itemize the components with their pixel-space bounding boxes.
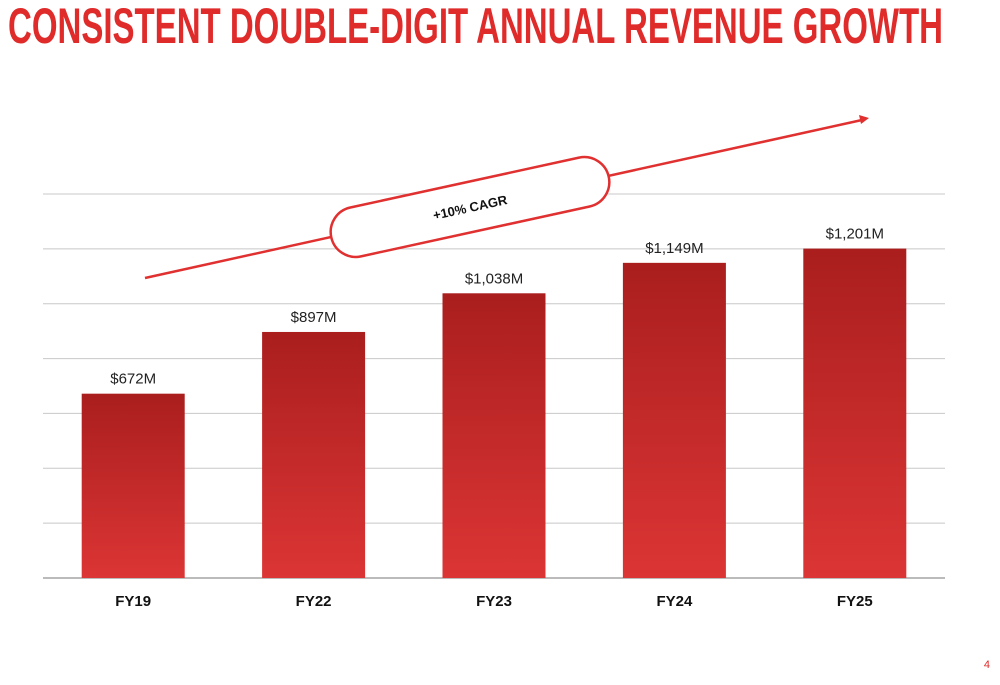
data-label: $1,038M <box>465 270 523 287</box>
bar-fy22 <box>262 331 366 578</box>
cagr-arrowhead-icon <box>859 115 869 124</box>
data-label: $1,201M <box>826 226 884 243</box>
bar-fy19 <box>81 393 185 578</box>
page-number: 4 <box>983 659 990 671</box>
x-tick-label: FY23 <box>476 593 512 610</box>
x-tick-label: FY19 <box>115 593 151 610</box>
cagr-annotation: +10% CAGR <box>144 115 869 280</box>
bar-fy23 <box>442 293 546 578</box>
x-tick-label: FY24 <box>656 593 693 610</box>
x-tick-label: FY22 <box>296 593 332 610</box>
cagr-callout <box>329 155 611 259</box>
bar-fy24 <box>622 262 726 578</box>
page-title: CONSISTENT DOUBLE-DIGIT ANNUAL REVENUE G… <box>8 0 944 54</box>
data-label: $672M <box>110 371 156 388</box>
x-tick-label: FY25 <box>837 593 873 610</box>
bar-fy25 <box>803 248 907 578</box>
data-label: $897M <box>291 309 337 326</box>
data-label: $1,149M <box>645 240 703 257</box>
